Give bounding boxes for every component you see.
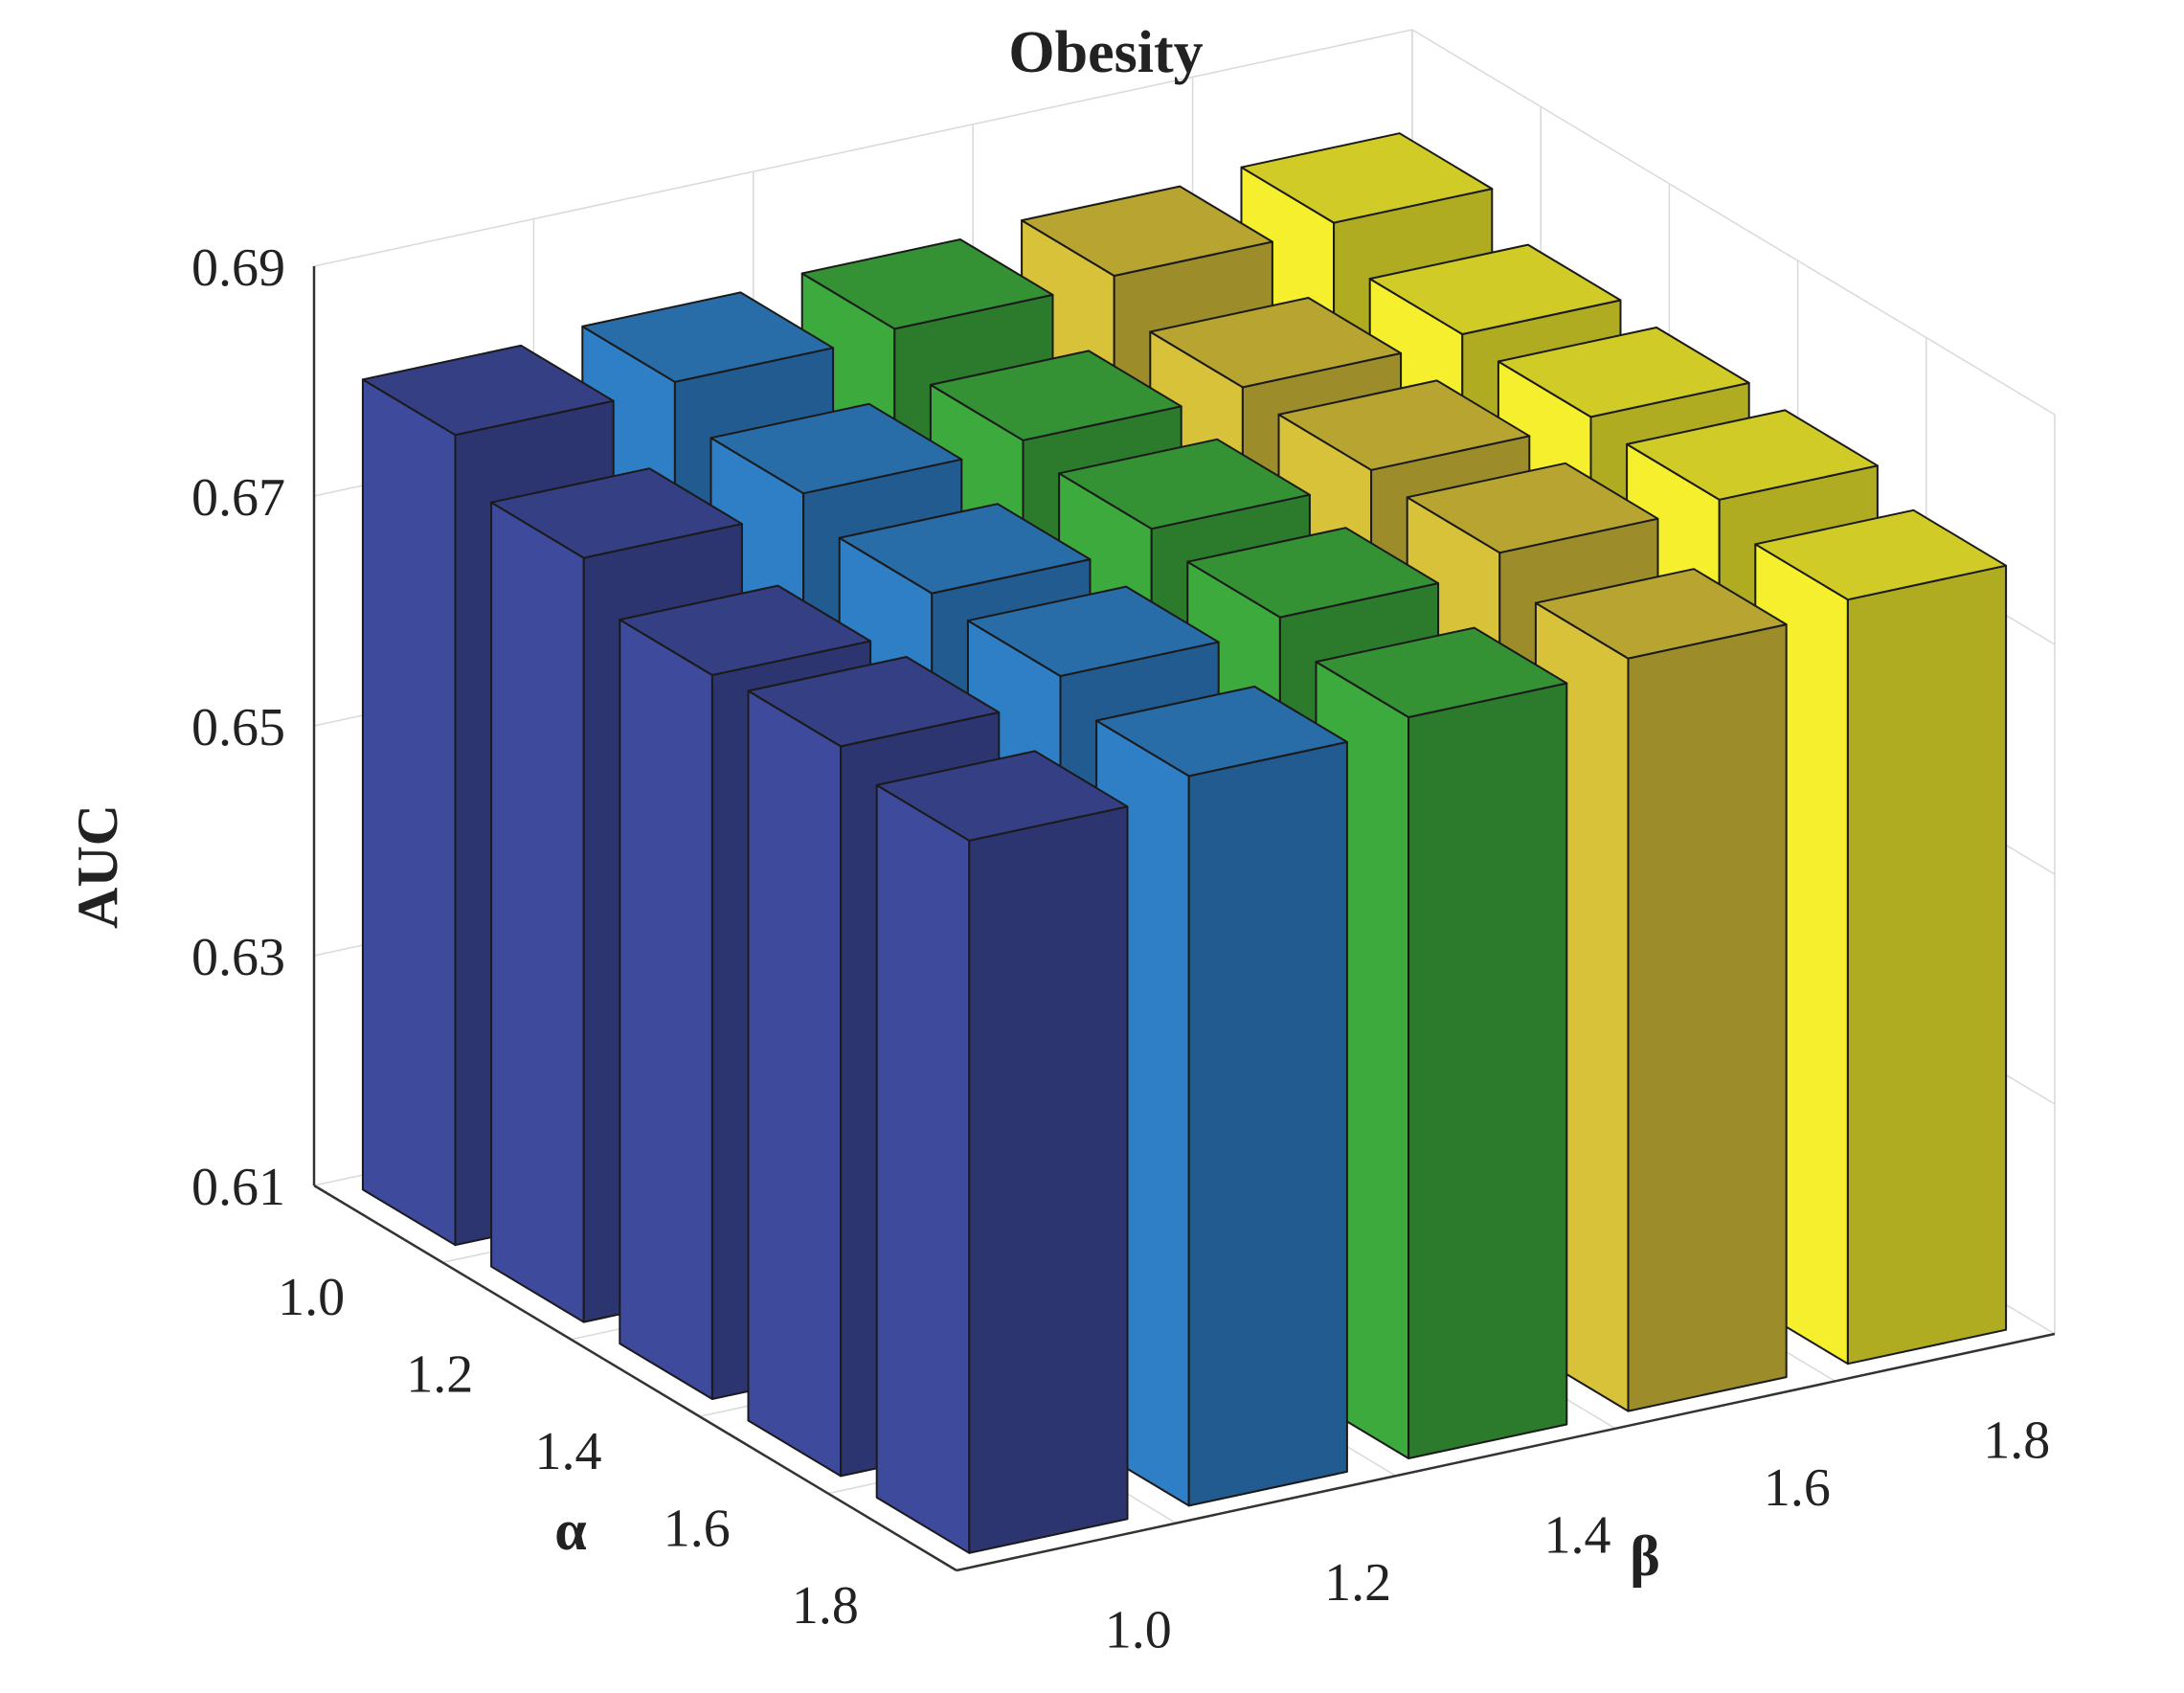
bar-face-top [1368,243,1622,335]
bar-face-top [1626,409,1879,501]
alpha-axis-label: α [554,1499,587,1562]
alpha-tick-label: 1.8 [792,1576,859,1636]
bars [361,132,2008,1554]
bar-alpha-1.8-beta-1.8 [1754,508,2008,1366]
bar-face-top [619,584,872,676]
beta-axis-line [956,1332,2056,1572]
bar-face-top [1021,185,1273,277]
bar-face-top [581,291,835,383]
bar-face-top [1754,508,2008,601]
alpha-axis-line [313,1184,957,1572]
bar-face-left [490,501,585,1323]
bar-face-left [361,378,457,1247]
bar-face-left [619,619,713,1400]
z-tick-label: 0.61 [191,1158,285,1217]
chart-title: Obesity [1008,20,1203,85]
alpha-tick-label: 1.6 [664,1499,731,1558]
alpha-tick-label: 1.4 [535,1422,602,1481]
z-axis-label: AUC [66,804,129,929]
z-tick-label: 0.65 [191,698,285,757]
bar-face-top [1149,297,1403,389]
beta-axis-label: β [1630,1524,1660,1588]
bar-face-top [800,238,1054,330]
beta-tick-label: 1.6 [1764,1458,1831,1518]
bar-alpha-1.8-beta-1.6 [1534,568,1788,1412]
bar-face-top [929,350,1182,441]
ticks: 0.61 0.63 0.65 0.67 0.69 1.0 1.2 1.4 1.6 1.8 1.0 1.… [191,238,2050,1659]
bar-face-right [1187,740,1348,1507]
bar-face-top [1277,379,1531,471]
bar-face-top [875,750,1129,842]
bar-face-top [709,402,963,495]
z-tick-label: 0.67 [191,468,285,528]
bar-face-right [1407,682,1568,1459]
bar-alpha-1.8-beta-1.0 [875,750,1129,1554]
beta-tick-label: 1.8 [1983,1411,2050,1471]
bar-face-top [747,656,1001,748]
bar-face-left [747,689,843,1478]
bar-face-top [1186,527,1440,619]
bar-face-top [1406,462,1659,554]
bar-face-left [875,783,971,1554]
alpha-tick-label: 1.0 [278,1268,345,1327]
bar-alpha-1.8-beta-1.2 [1095,686,1348,1507]
z-tick-label: 0.69 [191,238,285,298]
bar-face-top [1497,327,1750,418]
beta-tick-label: 1.2 [1324,1553,1391,1613]
bar-face-top [838,503,1092,595]
bar-face-top [1240,132,1494,224]
bar-face-top [1058,438,1311,530]
alpha-tick-label: 1.2 [406,1345,473,1405]
beta-tick-label: 1.0 [1105,1600,1172,1659]
bar-face-right [1627,623,1788,1412]
bar-face-top [1315,626,1568,718]
bar-face-right [968,805,1129,1554]
bar-face-top [361,344,615,437]
bar-face-top [1534,568,1788,660]
beta-tick-label: 1.4 [1544,1506,1611,1566]
z-tick-label: 0.63 [191,928,285,987]
bar-face-top [1095,686,1348,778]
bar-alpha-1.8-beta-1.4 [1315,626,1568,1459]
bar-face-top [490,467,743,559]
bar-face-top [966,585,1220,677]
bar-face-right [1846,564,2008,1366]
